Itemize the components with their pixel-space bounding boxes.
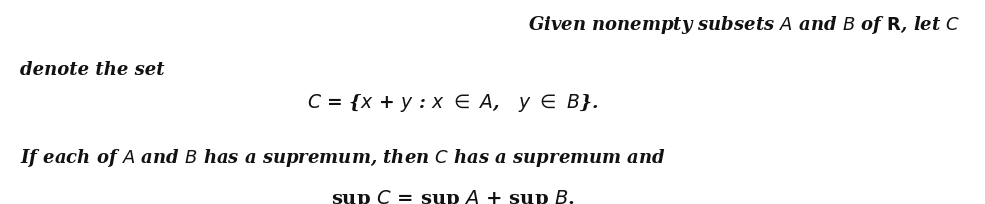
- Text: sup $\mathit{C}$ = sup $\mathit{A}$ + sup $\mathit{B}$.: sup $\mathit{C}$ = sup $\mathit{A}$ + su…: [331, 188, 575, 204]
- Text: If each of $\mathit{A}$ and $\mathit{B}$ has a supremum, then $\mathit{C}$ has a: If each of $\mathit{A}$ and $\mathit{B}$…: [20, 147, 666, 169]
- Text: Given nonempty subsets $\mathit{A}$ and $\mathit{B}$ of $\mathbf{R}$, let $\math: Given nonempty subsets $\mathit{A}$ and …: [528, 14, 960, 36]
- Text: $\mathit{C}$ = {$\mathit{x}$ + $\mathit{y}$ : $\mathit{x}$ $\in$ $\mathit{A}$,  : $\mathit{C}$ = {$\mathit{x}$ + $\mathit{…: [307, 92, 599, 114]
- Text: denote the set: denote the set: [20, 61, 164, 79]
